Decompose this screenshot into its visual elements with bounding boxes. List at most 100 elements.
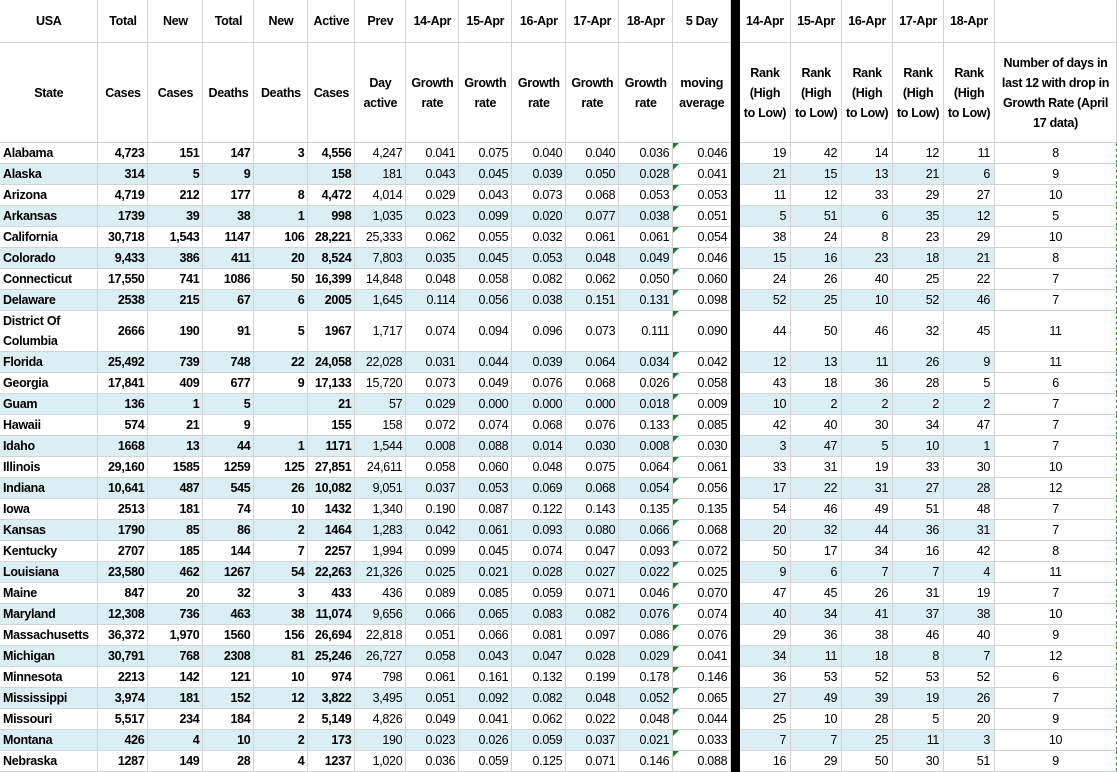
data-cell[interactable]: 31 (943, 519, 996, 541)
data-cell[interactable]: 0.008 (405, 435, 460, 457)
data-cell[interactable]: 0.041 (672, 645, 732, 667)
data-cell[interactable]: 23 (841, 247, 894, 269)
data-cell[interactable]: 0.032 (511, 226, 567, 248)
data-cell[interactable]: 30 (892, 750, 945, 772)
data-cell[interactable]: 7 (841, 561, 894, 583)
data-cell[interactable]: 156 (253, 624, 309, 646)
data-cell[interactable]: 3,974 (97, 687, 149, 709)
data-cell[interactable]: 51 (943, 750, 996, 772)
data-cell[interactable]: 25 (892, 268, 945, 290)
header-cell[interactable]: Growth rate (618, 42, 674, 143)
data-cell[interactable]: 40 (943, 624, 996, 646)
data-cell[interactable]: 5 (994, 205, 1117, 227)
data-cell[interactable]: 0.066 (458, 624, 513, 646)
data-cell[interactable]: 0.055 (458, 226, 513, 248)
data-cell[interactable]: 16,399 (307, 268, 356, 290)
state-name-cell[interactable]: Georgia (0, 372, 99, 394)
header-cell[interactable]: Cases (147, 42, 204, 143)
data-cell[interactable]: 0.061 (672, 456, 732, 478)
data-cell[interactable]: 0.073 (511, 184, 567, 206)
state-name-cell[interactable]: Louisiana (0, 561, 99, 583)
data-cell[interactable]: 121 (202, 666, 255, 688)
data-cell[interactable]: 0.087 (458, 498, 513, 520)
data-cell[interactable]: 50 (790, 310, 843, 352)
data-cell[interactable]: 23 (892, 226, 945, 248)
state-name-cell[interactable]: Colorado (0, 247, 99, 269)
state-name-cell[interactable]: Kansas (0, 519, 99, 541)
data-cell[interactable]: 0.088 (672, 750, 732, 772)
header-cell[interactable]: 14-Apr (739, 0, 792, 43)
data-cell[interactable]: 4,826 (354, 708, 407, 730)
data-cell[interactable]: 16 (892, 540, 945, 562)
data-cell[interactable]: 46 (841, 310, 894, 352)
data-cell[interactable]: 0.085 (672, 414, 732, 436)
header-cell[interactable]: 14-Apr (405, 0, 460, 43)
data-cell[interactable]: 0.178 (618, 666, 674, 688)
data-cell[interactable]: 0.082 (511, 687, 567, 709)
data-cell[interactable]: 0.028 (565, 645, 620, 667)
data-cell[interactable]: 1,035 (354, 205, 407, 227)
data-cell[interactable]: 33 (739, 456, 792, 478)
data-cell[interactable]: 0.025 (405, 561, 460, 583)
data-cell[interactable]: 12 (739, 351, 792, 373)
data-cell[interactable]: 487 (147, 477, 204, 499)
data-cell[interactable]: 0.045 (458, 247, 513, 269)
data-cell[interactable]: 0.029 (618, 645, 674, 667)
data-cell[interactable]: 15,720 (354, 372, 407, 394)
data-cell[interactable]: 21 (892, 163, 945, 185)
data-cell[interactable]: 0.049 (405, 708, 460, 730)
data-cell[interactable]: 29 (739, 624, 792, 646)
data-cell[interactable]: 3 (253, 582, 309, 604)
data-cell[interactable]: 9 (943, 351, 996, 373)
data-cell[interactable]: 19 (943, 582, 996, 604)
data-cell[interactable]: 25 (739, 708, 792, 730)
data-cell[interactable]: 3 (739, 435, 792, 457)
data-cell[interactable]: 1464 (307, 519, 356, 541)
data-cell[interactable]: 144 (202, 540, 255, 562)
data-cell[interactable]: 0.060 (458, 456, 513, 478)
data-cell[interactable]: 1,994 (354, 540, 407, 562)
header-cell[interactable]: Rank (High to Low) (943, 42, 996, 143)
data-cell[interactable]: 3 (253, 142, 309, 164)
data-cell[interactable]: 0.122 (511, 498, 567, 520)
data-cell[interactable]: 0.143 (565, 498, 620, 520)
data-cell[interactable]: 0.076 (618, 603, 674, 625)
data-cell[interactable]: 19 (841, 456, 894, 478)
data-cell[interactable]: 411 (202, 247, 255, 269)
data-cell[interactable]: 16 (739, 750, 792, 772)
data-cell[interactable]: 29 (943, 226, 996, 248)
header-cell[interactable]: 5 Day (672, 0, 732, 43)
data-cell[interactable]: 0.062 (405, 226, 460, 248)
data-cell[interactable]: 386 (147, 247, 204, 269)
data-cell[interactable]: 1 (253, 205, 309, 227)
data-cell[interactable]: 0.065 (458, 603, 513, 625)
data-cell[interactable]: 0.049 (618, 247, 674, 269)
data-cell[interactable]: 0.161 (458, 666, 513, 688)
data-cell[interactable]: 0.061 (618, 226, 674, 248)
data-cell[interactable]: 0.039 (511, 163, 567, 185)
state-name-cell[interactable]: Delaware (0, 289, 99, 311)
state-name-cell[interactable]: Michigan (0, 645, 99, 667)
data-cell[interactable]: 20 (253, 247, 309, 269)
state-name-cell[interactable]: District Of Columbia (0, 310, 99, 352)
header-cell[interactable]: Rank (High to Low) (892, 42, 945, 143)
data-cell[interactable]: 10 (892, 435, 945, 457)
data-cell[interactable]: 9 (739, 561, 792, 583)
data-cell[interactable]: 0.092 (458, 687, 513, 709)
header-cell[interactable]: 17-Apr (565, 0, 620, 43)
data-cell[interactable]: 1,340 (354, 498, 407, 520)
data-cell[interactable]: 9 (994, 750, 1117, 772)
data-cell[interactable]: 0.077 (565, 205, 620, 227)
data-cell[interactable]: 4 (253, 750, 309, 772)
data-cell[interactable]: 4 (147, 729, 204, 751)
header-cell[interactable]: Rank (High to Low) (739, 42, 792, 143)
data-cell[interactable]: 125 (253, 456, 309, 478)
state-name-cell[interactable]: Indiana (0, 477, 99, 499)
data-cell[interactable]: 12 (943, 205, 996, 227)
data-cell[interactable]: 0.023 (405, 205, 460, 227)
data-cell[interactable]: 10 (994, 184, 1117, 206)
data-cell[interactable]: 0.026 (618, 372, 674, 394)
data-cell[interactable]: 13 (841, 163, 894, 185)
data-cell[interactable]: 0.043 (458, 645, 513, 667)
data-cell[interactable]: 7 (994, 582, 1117, 604)
